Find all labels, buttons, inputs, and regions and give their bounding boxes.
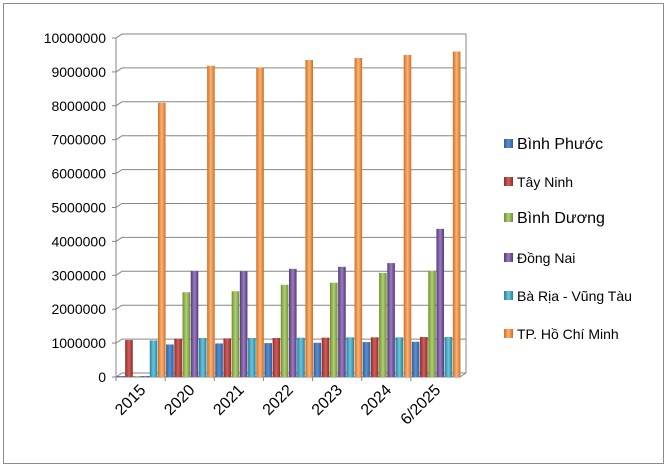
bars xyxy=(116,51,461,378)
bar xyxy=(264,343,272,377)
gridline xyxy=(115,135,466,141)
bar xyxy=(141,375,150,377)
legend-swatch xyxy=(504,329,513,338)
legend-swatch xyxy=(504,139,513,148)
gridline xyxy=(115,304,466,310)
y-tick-label: 1000000 xyxy=(51,335,106,351)
bar xyxy=(223,338,232,377)
bar xyxy=(215,343,223,377)
y-tick-label: 8000000 xyxy=(51,98,106,114)
bar xyxy=(452,51,461,378)
bar xyxy=(362,342,371,377)
legend-swatch xyxy=(504,177,513,186)
bar xyxy=(289,268,297,377)
bar xyxy=(297,337,305,377)
legend-swatch xyxy=(504,253,513,262)
bar xyxy=(198,338,207,377)
y-tick-label: 5000000 xyxy=(51,200,106,216)
legend: Bình Phước Tây Ninh Bình Dương Đồng Nai Bà R… xyxy=(504,136,632,342)
y-tick-label: 4000000 xyxy=(51,233,106,249)
bar xyxy=(239,271,248,377)
bar xyxy=(420,336,428,377)
y-tick-label: 0 xyxy=(98,369,106,385)
x-tick-label: 2021 xyxy=(210,382,247,419)
y-tick-label: 2000000 xyxy=(51,301,106,317)
y-tick-label: 6000000 xyxy=(51,166,106,182)
bar xyxy=(248,338,256,377)
bar xyxy=(149,340,158,377)
bar xyxy=(321,337,330,377)
bar xyxy=(174,338,182,377)
legend-label: Đồng Nai xyxy=(517,250,575,266)
y-axis xyxy=(115,33,123,377)
x-tick-label: 2020 xyxy=(161,382,198,419)
bar xyxy=(305,60,313,377)
bar xyxy=(116,375,125,377)
gridline xyxy=(115,33,466,39)
chart-frame xyxy=(3,3,664,464)
x-tick-label: 2023 xyxy=(309,382,346,419)
legend-label: Bình Dương xyxy=(517,210,605,227)
bar xyxy=(411,341,420,377)
y-tick-label: 9000000 xyxy=(51,64,106,80)
bar xyxy=(256,67,264,378)
legend-label: Tây Ninh xyxy=(517,174,573,190)
bar xyxy=(231,291,240,377)
legend-label: TP. Hồ Chí Minh xyxy=(517,326,619,342)
bar xyxy=(125,340,133,377)
gridline xyxy=(115,236,466,242)
bar xyxy=(428,270,436,377)
y-tick-label: 7000000 xyxy=(51,132,106,148)
gridline xyxy=(115,101,466,107)
gridline xyxy=(115,67,466,73)
legend-label: Bình Phước xyxy=(517,136,603,153)
legend-swatch xyxy=(504,291,513,300)
bar xyxy=(207,65,215,377)
bar xyxy=(395,337,404,377)
bar xyxy=(387,263,395,377)
bar xyxy=(133,375,141,377)
bar xyxy=(313,342,322,377)
y-tick-label: 3000000 xyxy=(51,267,106,283)
bar xyxy=(157,102,166,378)
bar xyxy=(403,54,412,377)
bar xyxy=(280,284,289,377)
legend-swatch xyxy=(504,213,513,222)
bar xyxy=(379,272,387,377)
bar xyxy=(436,228,445,377)
y-tick-label: 10000000 xyxy=(44,30,107,46)
x-tick-label: 2024 xyxy=(358,382,395,419)
x-tick-label: 2022 xyxy=(260,382,297,419)
bar xyxy=(272,338,281,377)
x-tick-label: 6/2025 xyxy=(398,382,445,429)
bar xyxy=(182,292,191,377)
gridline xyxy=(115,270,466,276)
bar xyxy=(166,344,174,377)
gridline xyxy=(115,169,466,175)
bar xyxy=(329,282,338,377)
bar xyxy=(346,337,354,377)
legend-label: Bà Rịa - Vũng Tàu xyxy=(517,288,632,304)
bar xyxy=(354,58,363,377)
bar xyxy=(370,337,379,377)
bar xyxy=(190,270,199,377)
bar xyxy=(338,266,346,377)
bar xyxy=(444,336,453,377)
gridline xyxy=(115,203,466,208)
x-tick-label: 2015 xyxy=(112,382,149,419)
